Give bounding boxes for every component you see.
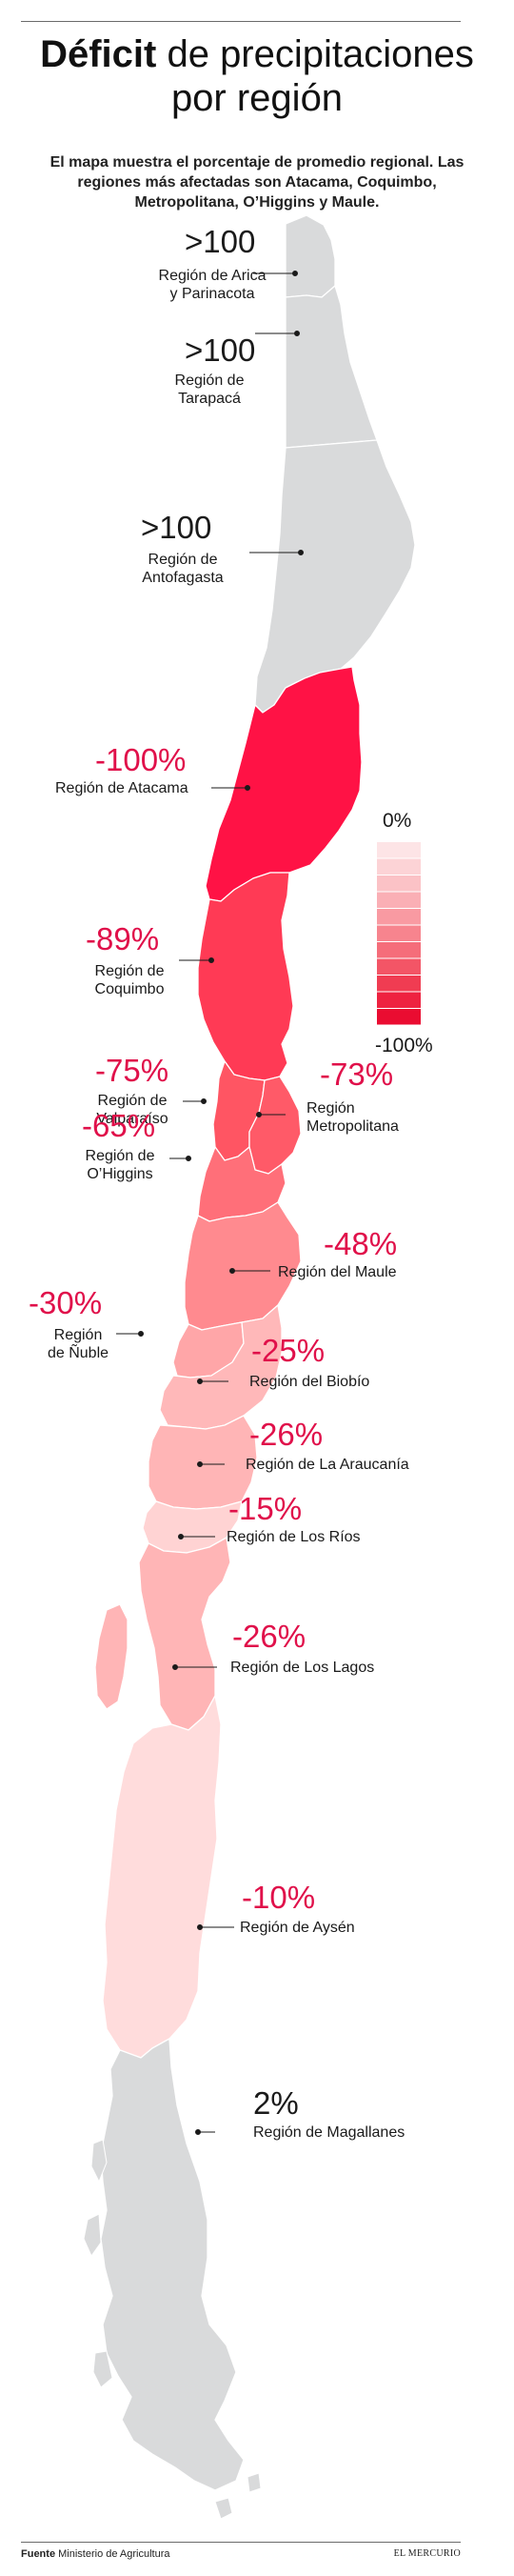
value-loslagos: -26% (232, 1619, 306, 1654)
legend-step (377, 958, 421, 975)
legend-bottom-label: -100% (375, 1035, 433, 1057)
label-aysen: Región de Aysén (240, 1920, 355, 1936)
value-ohiggins: -65% (82, 1108, 156, 1143)
value-coquimbo: -89% (86, 921, 160, 956)
label-atacama: Región de Atacama (55, 780, 188, 796)
island-3 (92, 2350, 113, 2388)
value-nuble: -30% (29, 1285, 103, 1320)
value-antofagasta: >100 (141, 510, 212, 545)
value-aysen: -10% (242, 1880, 316, 1915)
legend-step (377, 842, 421, 858)
label-tarapaca: Región de Tarapacá (174, 372, 245, 407)
label-coquimbo: Región de Coquimbo (94, 963, 165, 997)
label-biobio: Región del Biobío (249, 1374, 370, 1390)
island-1 (90, 2139, 108, 2184)
label-ohiggins: Región de O’Higgins (85, 1148, 155, 1182)
region-aysen (102, 1695, 222, 2059)
bottom-rule (21, 2542, 461, 2543)
value-maule: -48% (324, 1226, 398, 1261)
label-antofagasta: Región de Antofagasta (142, 552, 224, 586)
legend-step (377, 1009, 421, 1025)
page-title: Déficit de precipitaciones por región (0, 32, 514, 120)
value-atacama: -100% (95, 742, 187, 777)
footer-brand: EL MERCURIO (393, 2548, 461, 2559)
label-arica: Región de Arica y Parinacota (158, 268, 267, 302)
region-loslagos (138, 1537, 231, 1731)
value-tarapaca: >100 (185, 332, 256, 368)
value-metropolitana: -73% (320, 1057, 394, 1092)
label-metropolitana: Región Metropolitana (306, 1100, 399, 1135)
region-atacama (205, 666, 363, 902)
value-magallanes: 2% (253, 2085, 299, 2121)
legend-step (377, 858, 421, 875)
label-valparaiso: Región de Valparaíso (96, 1093, 168, 1127)
legend-scale (377, 842, 421, 1025)
legend-step (377, 976, 421, 992)
top-rule (21, 21, 461, 22)
legend-step (377, 875, 421, 892)
title-line2: por región (170, 77, 344, 119)
footer-source: Fuente Ministerio de Agricultura (21, 2548, 170, 2560)
value-arica: >100 (185, 224, 256, 259)
legend-step (377, 925, 421, 941)
legend-step (377, 942, 421, 958)
value-araucania: -26% (249, 1417, 324, 1452)
label-araucania: Región de La Araucanía (246, 1457, 409, 1473)
region-magallanes (100, 2038, 245, 2491)
value-losrios: -15% (228, 1491, 303, 1526)
island-5 (247, 2472, 262, 2493)
region-tarapaca (285, 285, 378, 449)
island-2 (83, 2213, 102, 2258)
title-rest: de precipitaciones (156, 33, 474, 75)
intro-text: El mapa muestra el porcentaje de promedi… (49, 154, 465, 211)
label-nuble: Región de Ñuble (47, 1327, 109, 1361)
region-arica (285, 214, 336, 298)
label-losrios: Región de Los Ríos (227, 1529, 361, 1545)
title-bold: Déficit (40, 33, 157, 75)
label-magallanes: Región de Magallanes (253, 2124, 405, 2141)
legend-step (377, 909, 421, 925)
legend-top-label: 0% (383, 810, 412, 832)
label-loslagos: Región de Los Lagos (230, 1660, 375, 1676)
label-maule: Región del Maule (278, 1264, 397, 1280)
region-coquimbo (197, 872, 294, 1081)
region-loslagos-chiloe (94, 1603, 128, 1710)
island-4 (214, 2497, 233, 2520)
value-biobio: -25% (251, 1333, 326, 1368)
legend-step (377, 892, 421, 908)
value-valparaiso: -75% (95, 1053, 169, 1088)
legend-step (377, 992, 421, 1008)
